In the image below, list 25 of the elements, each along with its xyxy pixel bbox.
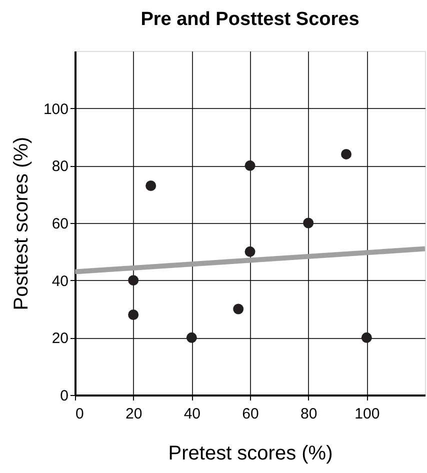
point [186, 332, 197, 343]
x-tick-label: 60 [242, 406, 259, 422]
x-tick-label: 0 [76, 406, 84, 422]
x-tick-label: 80 [300, 406, 318, 422]
point [128, 275, 139, 286]
y-tick-label: 40 [52, 272, 68, 290]
point [341, 148, 352, 160]
y-tick-label: 100 [43, 100, 68, 118]
point [233, 304, 244, 314]
point [128, 310, 139, 320]
x-tick-label: 20 [125, 406, 142, 422]
x-axis-title: Pretest scores (%) [168, 442, 333, 464]
point [361, 332, 372, 343]
y-tick-label: 20 [52, 330, 68, 348]
point [244, 160, 256, 171]
x-tick-label: 100 [354, 406, 380, 422]
x-tick-label: 40 [184, 406, 201, 422]
y-tick-label: 0 [60, 388, 68, 404]
point [146, 180, 156, 191]
point [244, 246, 256, 257]
chart-title: Pre and Posttest Scores [140, 9, 360, 30]
y-axis-title: Posttest scores (%) [10, 136, 32, 310]
point [303, 218, 314, 228]
y-tick-label: 80 [52, 158, 68, 176]
y-tick-label: 60 [52, 216, 68, 232]
